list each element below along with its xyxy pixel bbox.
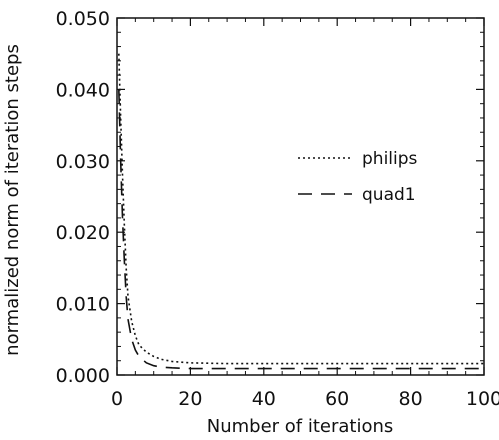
x-tick-label: 80 bbox=[399, 388, 423, 410]
plot-frame bbox=[116, 17, 485, 376]
legend: philips quad1 bbox=[298, 149, 418, 205]
series-line-philips bbox=[118, 53, 484, 365]
x-tick-label: 100 bbox=[466, 388, 499, 410]
y-tick-label: 0.000 bbox=[56, 365, 110, 387]
legend-label-quad1: quad1 bbox=[362, 185, 416, 205]
x-tick-label: 60 bbox=[325, 388, 349, 410]
axis-ticks: 0 20 40 60 80 100 0.000 0.010 0.020 0.030 0.040 0.0… bbox=[56, 8, 499, 410]
x-tick-label: 0 bbox=[111, 388, 123, 410]
legend-label-philips: philips bbox=[362, 149, 418, 169]
y-tick-label: 0.040 bbox=[56, 79, 110, 101]
y-axis-title: normalized norm of iteration steps bbox=[2, 44, 23, 356]
series-line-quad1 bbox=[118, 89, 484, 370]
series-lines bbox=[118, 53, 484, 370]
y-tick-label: 0.050 bbox=[56, 8, 110, 30]
y-tick-label: 0.030 bbox=[56, 151, 110, 173]
y-tick-label: 0.020 bbox=[56, 222, 110, 244]
x-tick-label: 40 bbox=[252, 388, 276, 410]
x-axis-title: Number of iterations bbox=[207, 416, 394, 437]
y-tick-label: 0.010 bbox=[56, 294, 110, 316]
x-tick-label: 20 bbox=[178, 388, 202, 410]
